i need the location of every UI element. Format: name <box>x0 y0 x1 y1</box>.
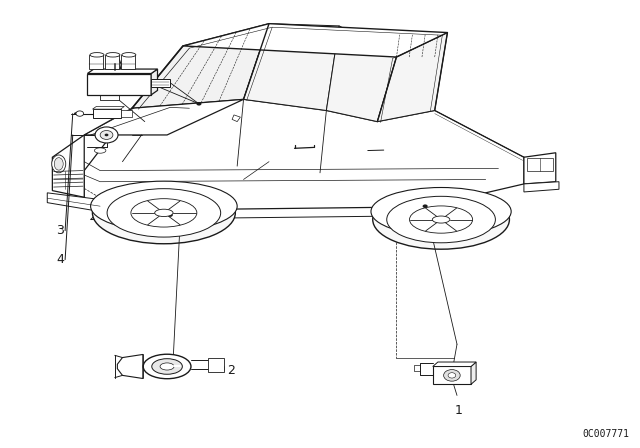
Ellipse shape <box>410 206 472 233</box>
Ellipse shape <box>106 52 120 57</box>
Circle shape <box>104 134 108 136</box>
Polygon shape <box>183 24 447 57</box>
Ellipse shape <box>160 363 174 370</box>
Polygon shape <box>117 354 143 379</box>
Ellipse shape <box>432 216 450 223</box>
Text: 2: 2 <box>228 363 236 376</box>
Polygon shape <box>524 153 556 184</box>
Text: 0C007771: 0C007771 <box>582 429 629 439</box>
Ellipse shape <box>52 155 66 173</box>
Ellipse shape <box>152 359 182 374</box>
Ellipse shape <box>95 148 106 153</box>
Ellipse shape <box>143 354 191 379</box>
Polygon shape <box>433 362 476 366</box>
Ellipse shape <box>155 209 173 216</box>
Circle shape <box>168 213 173 217</box>
Polygon shape <box>47 193 100 211</box>
Circle shape <box>95 127 118 143</box>
Polygon shape <box>524 182 559 192</box>
Circle shape <box>422 204 428 208</box>
Polygon shape <box>244 24 339 111</box>
Ellipse shape <box>107 189 221 237</box>
Polygon shape <box>88 69 157 73</box>
Polygon shape <box>108 59 121 73</box>
Polygon shape <box>52 135 84 197</box>
Polygon shape <box>84 99 524 211</box>
Ellipse shape <box>92 182 236 244</box>
Ellipse shape <box>387 196 495 243</box>
Text: 1: 1 <box>455 404 463 418</box>
Circle shape <box>444 370 460 381</box>
Text: 4: 4 <box>56 253 64 266</box>
Polygon shape <box>132 24 269 108</box>
Polygon shape <box>378 33 447 121</box>
Bar <box>527 158 552 171</box>
Text: 3: 3 <box>56 224 64 237</box>
Polygon shape <box>326 26 396 121</box>
Ellipse shape <box>91 181 237 231</box>
Bar <box>105 55 119 69</box>
Circle shape <box>74 112 78 115</box>
Polygon shape <box>93 107 124 109</box>
Polygon shape <box>84 99 244 135</box>
Circle shape <box>448 373 456 378</box>
Circle shape <box>196 102 202 106</box>
Ellipse shape <box>131 198 197 227</box>
Polygon shape <box>88 73 151 95</box>
Bar <box>120 111 132 116</box>
Bar <box>209 358 225 372</box>
Bar <box>90 55 103 69</box>
Ellipse shape <box>371 188 511 236</box>
Ellipse shape <box>122 52 136 57</box>
Bar <box>93 109 120 118</box>
Ellipse shape <box>90 52 104 57</box>
Circle shape <box>76 111 84 116</box>
Polygon shape <box>232 115 241 121</box>
Circle shape <box>100 130 113 139</box>
Bar <box>121 55 135 69</box>
Ellipse shape <box>54 158 63 170</box>
Polygon shape <box>151 79 170 87</box>
Bar <box>433 366 471 384</box>
Polygon shape <box>471 362 476 384</box>
Polygon shape <box>151 69 157 95</box>
Ellipse shape <box>372 190 509 249</box>
